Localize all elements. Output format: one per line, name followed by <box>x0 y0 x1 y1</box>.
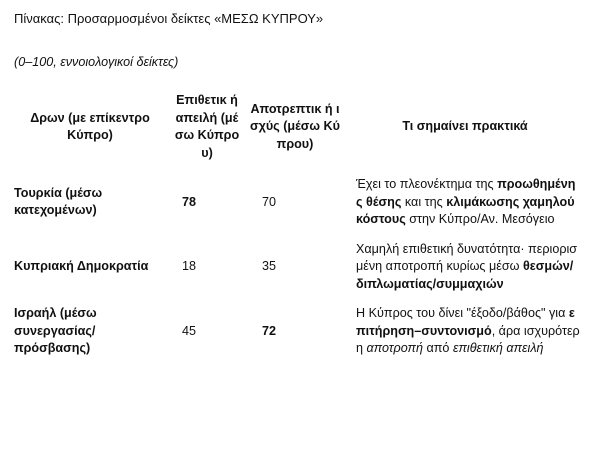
header-deterrence: Αποτρεπτικ ή ισχύς (μέσω Κύπρου) <box>249 101 340 151</box>
meaning-segment: θεσμών/διπλωματίας/συμμαχιών <box>356 259 574 291</box>
header-threat: Επιθετικ ή απειλή (μέσω Κύπρου) <box>174 93 240 160</box>
meaning-segment: και της <box>401 194 447 209</box>
deterrence-value: 70 <box>262 194 277 209</box>
meaning-segment: Έχει το πλεονέκτημα της <box>356 177 498 191</box>
table-caption: Πίνακας: Προσαρμοσμένοι δείκτες «ΜΕΣΩ ΚΥ… <box>14 11 324 26</box>
meaning-segment: επιτήρηση–συντονισμό <box>356 306 575 338</box>
deterrence-value: 72 <box>262 323 277 338</box>
meaning-segment: αποτροπή <box>366 341 423 355</box>
meaning-segment: επιθετική απειλή <box>452 341 544 355</box>
deterrence-value: 35 <box>262 259 277 273</box>
meaning-segment: κλιμάκωσης χαμηλού κόστους <box>356 194 575 227</box>
threat-value: 78 <box>182 194 197 209</box>
actor-cell: Ισραήλ (μέσω συνεργασίας/πρόσβασης) <box>14 306 97 355</box>
threat-value: 18 <box>182 259 197 273</box>
threat-value: 45 <box>182 323 197 338</box>
meaning-segment: στην Κύπρο/Αν. Μεσόγειο <box>405 212 555 226</box>
meaning-segment: , άρα ισχυρότερη <box>356 323 580 356</box>
meaning-cell: Έχει το πλεονέκτημα της προωθημένης θέση… <box>346 172 584 237</box>
meaning-cell: Χαμηλή επιθετική δυνατότητα· περιορισμέν… <box>346 237 584 302</box>
meaning-cell: Η Κύπρος του δίνει "έξοδο/βάθος" για επι… <box>346 301 584 366</box>
actor-cell: Τουρκία (μέσω κατεχομένων) <box>14 185 103 218</box>
meaning-segment: Η Κύπρος του δίνει "έξοδο/βάθος" για <box>356 306 569 320</box>
header-actor: Δρων (με επίκεντρο Κύπρο) <box>30 110 150 143</box>
meaning-segment: από <box>422 341 453 355</box>
meaning-segment: Χαμηλή επιθετική δυνατότητα· περιορισμέν… <box>356 241 578 274</box>
meaning-segment: προωθημένης θέσης <box>356 177 576 209</box>
header-meaning: Τι σημαίνει πρακτικά <box>402 119 528 134</box>
table-subtitle: (0–100, εννοιολογικοί δείκτες) <box>14 55 179 69</box>
actor-cell: Κυπριακή Δημοκρατία <box>14 259 149 273</box>
table-row: Κυπριακή Δημοκρατία 18 35 Χαμηλή επιθετική … <box>10 237 584 302</box>
table-row: Τουρκία (μέσω κατεχομένων) 78 70 Έχει το πλ… <box>10 172 584 237</box>
table-row: Ισραήλ (μέσω συνεργασίας/πρόσβασης) 45 72 Η… <box>10 301 584 366</box>
indicators-table: Δρων (με επίκεντρο Κύπρο) Επιθετικ ή απε… <box>10 92 584 366</box>
